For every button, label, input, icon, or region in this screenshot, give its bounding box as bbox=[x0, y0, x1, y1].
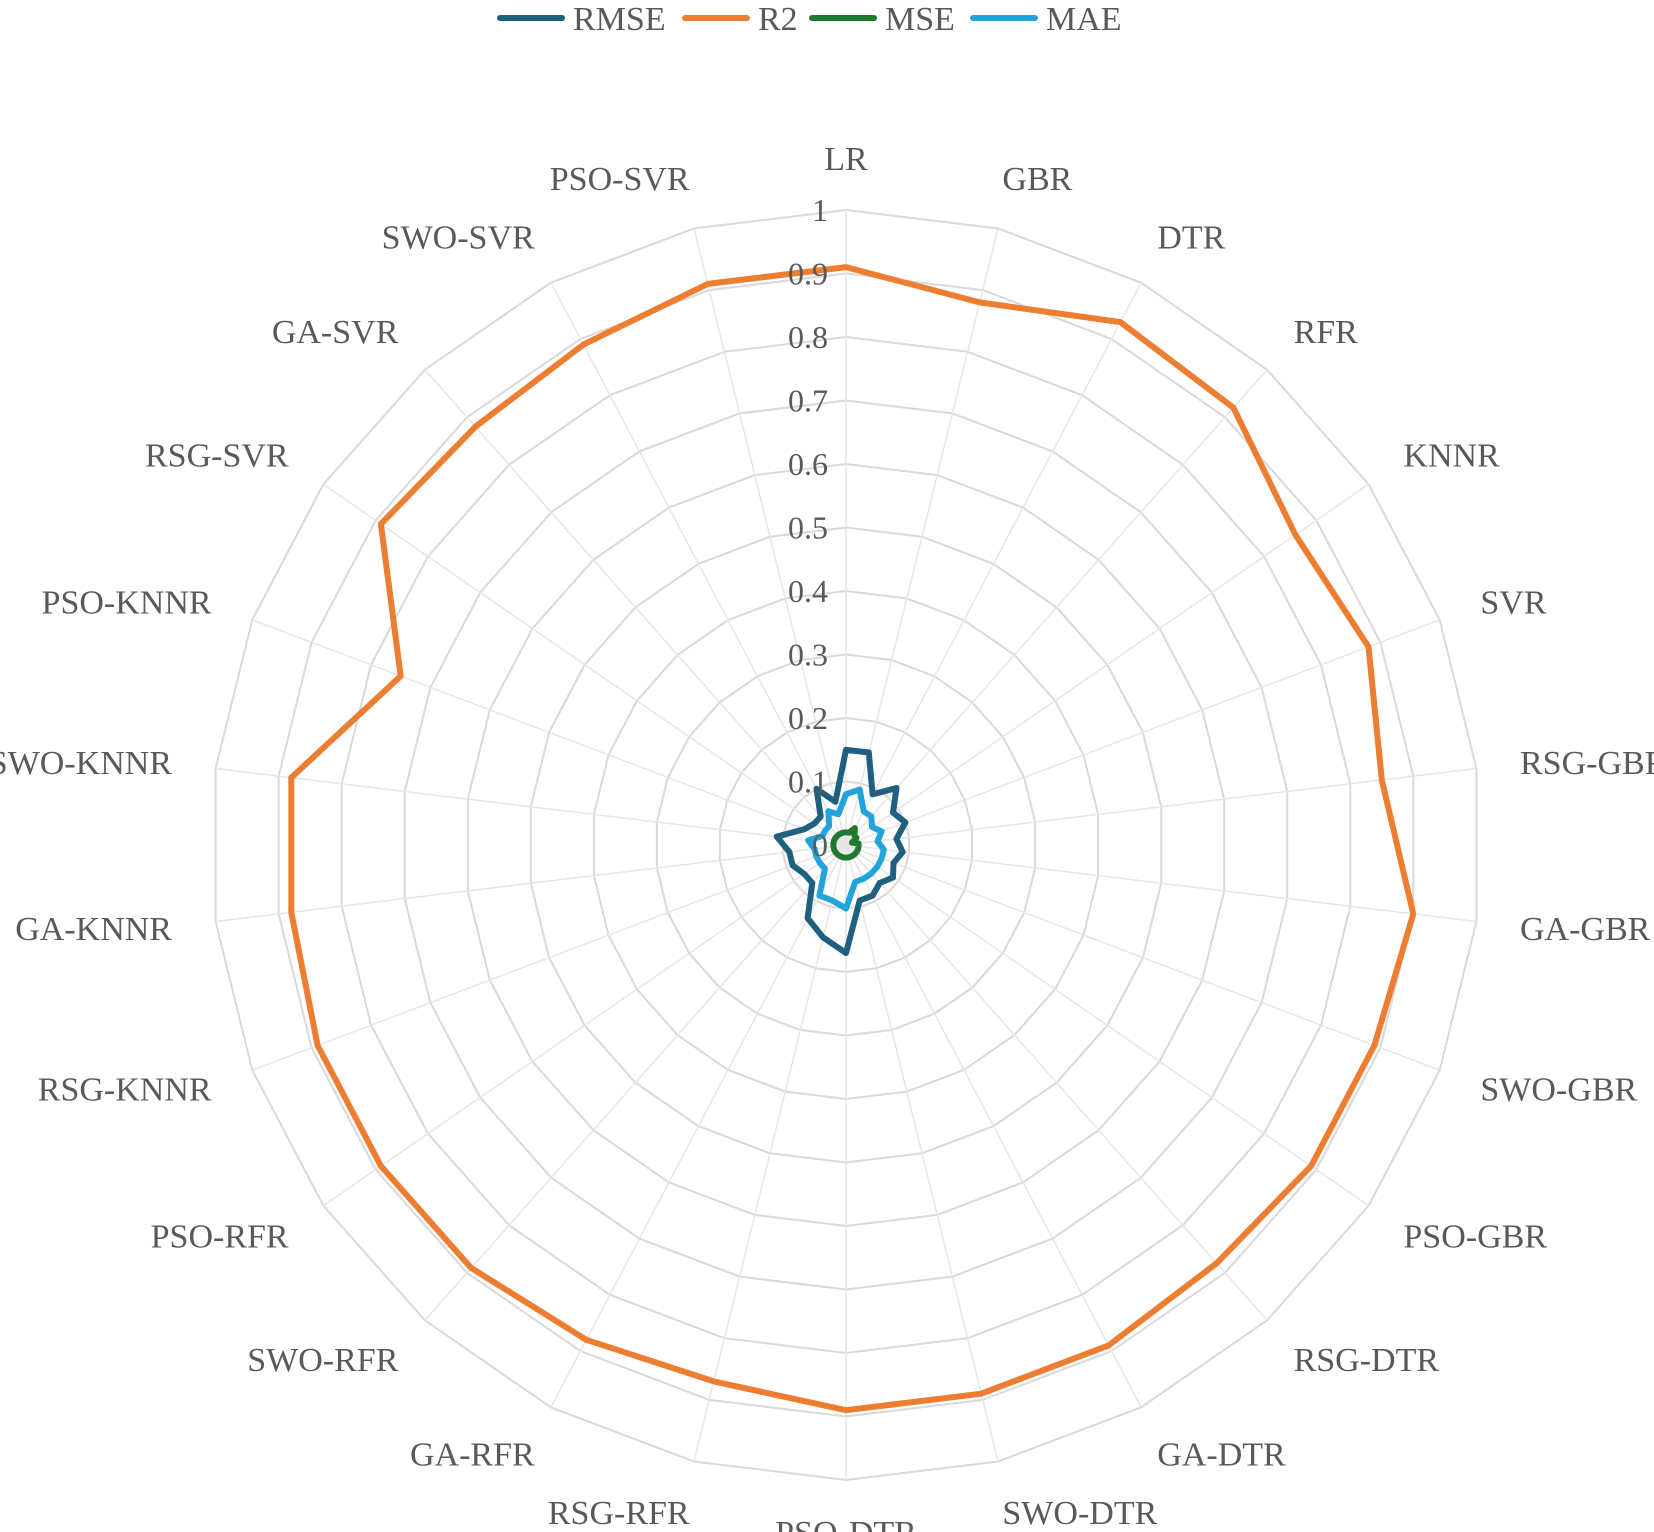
legend-label-mse: MSE bbox=[885, 1, 955, 38]
category-label: SWO-GBR bbox=[1480, 1072, 1637, 1109]
tick-label: 0.6 bbox=[788, 446, 828, 482]
category-label: GA-DTR bbox=[1157, 1436, 1286, 1473]
category-label: PSO-KNNR bbox=[42, 584, 212, 621]
category-label: SVR bbox=[1480, 584, 1546, 621]
tick-label-layer: 0 0.1 0.2 0.3 0.4 0.5 0.6 0.7 0.8 0.9 1 bbox=[788, 192, 828, 863]
grid-spoke bbox=[845, 844, 1370, 1207]
category-label: PSO-SVR bbox=[550, 161, 690, 198]
series-layer bbox=[288, 264, 1417, 1414]
tick-label: 1 bbox=[812, 192, 828, 228]
grid-spoke bbox=[550, 844, 847, 1408]
grid-spoke bbox=[424, 369, 847, 846]
grid-spoke bbox=[215, 767, 847, 846]
grid-spoke bbox=[845, 619, 1440, 846]
series-mae-line bbox=[805, 786, 887, 912]
tick-label: 0.8 bbox=[788, 319, 828, 355]
tick-label: 0.1 bbox=[788, 764, 828, 800]
series-mse-line bbox=[830, 825, 862, 861]
category-label: DTR bbox=[1157, 220, 1225, 257]
grid-spoke bbox=[845, 228, 999, 846]
category-label: KNNR bbox=[1403, 438, 1500, 475]
category-label: GA-RFR bbox=[410, 1436, 535, 1473]
grid-spoke bbox=[693, 228, 847, 846]
series-rmse-line bbox=[773, 746, 909, 956]
grid-spoke bbox=[845, 369, 1268, 846]
category-label: SWO-DTR bbox=[1002, 1495, 1157, 1532]
grid-spoke bbox=[550, 282, 847, 846]
category-label: PSO-GBR bbox=[1403, 1218, 1547, 1255]
category-label-layer: LR GBR DTR RFR KNNR SVR RSG-GBR GA-GBR SWO-GBR PS… bbox=[0, 141, 1654, 1532]
tick-label: 0.2 bbox=[788, 700, 828, 736]
category-label: LR bbox=[824, 141, 868, 178]
tick-label: 0.3 bbox=[788, 637, 828, 673]
tick-label: 0.9 bbox=[788, 256, 828, 292]
grid-spoke bbox=[322, 483, 847, 846]
tick-label: 0.5 bbox=[788, 510, 828, 546]
category-label: SWO-RFR bbox=[247, 1342, 398, 1379]
category-label: GA-GBR bbox=[1520, 911, 1651, 948]
grid-spoke bbox=[845, 844, 999, 1462]
series-r2-line bbox=[288, 264, 1417, 1414]
grid-spoke bbox=[252, 619, 847, 846]
legend-label-mae: MAE bbox=[1046, 1, 1122, 38]
grid-spoke bbox=[845, 282, 1142, 846]
grid-spoke bbox=[322, 844, 847, 1207]
grid-spoke bbox=[215, 844, 847, 923]
grid-spoke bbox=[845, 844, 1477, 923]
grid-spoke bbox=[424, 844, 847, 1321]
category-label: GA-KNNR bbox=[15, 911, 172, 948]
category-label: PSO-DTR bbox=[775, 1515, 917, 1532]
category-label: GA-SVR bbox=[272, 314, 399, 351]
category-label: PSO-RFR bbox=[151, 1218, 289, 1255]
grid-spoke bbox=[845, 767, 1477, 846]
grid-spoke bbox=[252, 844, 847, 1071]
grid-spoke bbox=[845, 844, 1440, 1071]
category-label: RFR bbox=[1294, 314, 1359, 351]
grid-spoke bbox=[845, 483, 1370, 846]
category-label: RSG-DTR bbox=[1294, 1342, 1440, 1379]
category-label: SWO-SVR bbox=[382, 220, 535, 257]
grid-layer bbox=[214, 208, 1478, 1482]
legend-label-r2: R2 bbox=[758, 1, 798, 38]
tick-label: 0.7 bbox=[788, 383, 828, 419]
grid-spoke bbox=[845, 844, 1142, 1408]
tick-label: 0.4 bbox=[788, 573, 828, 609]
category-label: RSG-RFR bbox=[548, 1495, 690, 1532]
category-label: RSG-KNNR bbox=[38, 1072, 212, 1109]
category-label: RSG-GBR bbox=[1520, 745, 1654, 782]
legend-label-rmse: RMSE bbox=[573, 1, 666, 38]
grid-spoke bbox=[845, 844, 1268, 1321]
legend: RMSE R2 MSE MAE bbox=[497, 1, 1122, 38]
category-label: RSG-SVR bbox=[145, 438, 289, 475]
tick-label: 0 bbox=[812, 827, 828, 863]
category-label: SWO-KNNR bbox=[0, 745, 172, 782]
category-label: GBR bbox=[1002, 161, 1072, 198]
grid-spoke bbox=[693, 844, 847, 1462]
